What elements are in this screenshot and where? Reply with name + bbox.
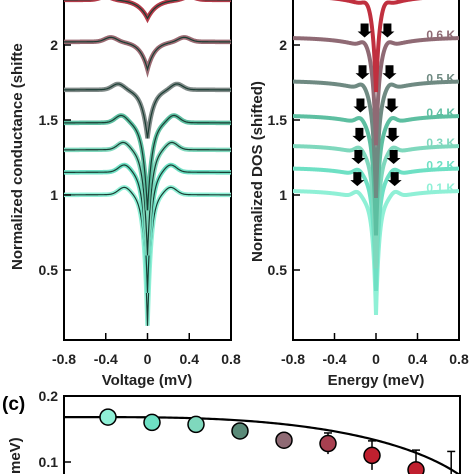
panel-c-letter: (c) [2, 394, 25, 415]
left-curves [64, 0, 231, 326]
left-fit-curve-4 [64, 83, 231, 139]
gap-point-3 [231, 422, 249, 440]
bottom-y-axis-label: meV) [7, 437, 24, 474]
gap-arrow-3-0 [353, 98, 368, 113]
right-dos-curve-3 [292, 114, 460, 236]
temp-label-1: 0.6 K [426, 28, 455, 42]
temp-label-2: 0.5 K [426, 72, 455, 86]
right-dos-curve-0 [292, 189, 460, 316]
temp-label-4: 0.3 K [426, 136, 455, 150]
left-data-curve-4 [64, 81, 231, 139]
bottom-ytick-label-1: 0.1 [39, 454, 59, 470]
gap-fit-curve [64, 416, 461, 474]
left-ytick-label-0: 0.5 [39, 262, 59, 278]
gap-arrow-4-1 [382, 65, 397, 80]
gap-point-1 [143, 413, 161, 432]
left-ytick-label-1: 1 [50, 187, 58, 203]
right-xtick-label-0: -0.8 [281, 351, 305, 367]
right-x-ticks: -0.8 -0.4 0 0.4 0.8 [281, 333, 469, 367]
bottom-plot-frame [63, 395, 461, 474]
left-x-axis-label: Voltage (mV) [102, 372, 193, 389]
left-fit-curve-1 [64, 164, 231, 293]
left-data-curve-6 [64, 0, 231, 24]
gap-point-6 [363, 446, 381, 465]
left-ytick-label-2: 1.5 [39, 112, 59, 128]
gap-arrow-1-0 [351, 149, 366, 164]
left-x-ticks: -0.8 -0.4 0 0.4 0.8 [52, 333, 241, 367]
gap-point-4 [275, 431, 293, 449]
right-dos-curve-4 [292, 79, 460, 199]
left-fit-curve-6 [64, 0, 231, 20]
right-xtick-label-4: 0.8 [449, 351, 469, 367]
gap-arrow-4-0 [355, 65, 370, 80]
left-xtick-label-1: -0.4 [94, 351, 118, 367]
left-fit-curve-2 [64, 141, 231, 256]
right-dos-curve-1 [292, 166, 460, 292]
gap-arrow-3-1 [384, 98, 399, 113]
bottom-content [64, 408, 461, 474]
gap-arrow-2-0 [352, 127, 367, 142]
bottom-ytick-label-0: 0.2 [39, 388, 59, 404]
right-y-ticks: 0.5 1 1.5 2 [268, 37, 300, 278]
left-ytick-label-3: 2 [50, 37, 58, 53]
left-fit-curve-0 [64, 186, 231, 326]
temp-label-5: 0.2 K [426, 159, 455, 173]
left-fit-curve-5 [64, 36, 231, 72]
temp-label-3: 0.4 K [426, 106, 455, 120]
right-temperature-labels: 0.7 K0.6 K0.5 K0.4 K0.3 K0.2 K0.1 K [426, 28, 455, 195]
left-y-ticks: 0.5 1 1.5 2 [39, 37, 71, 278]
left-xtick-label-4: 0.8 [221, 351, 241, 367]
right-dos-curve-2 [292, 144, 460, 269]
right-ytick-label-3: 2 [279, 37, 287, 53]
left-xtick-label-3: 0.4 [180, 351, 200, 367]
right-curves [292, 0, 460, 316]
right-gap-arrows [350, 0, 402, 187]
gap-point-0 [99, 408, 117, 426]
right-dos-curve-5 [292, 36, 460, 146]
left-fit-curve-3 [64, 114, 231, 211]
left-xtick-label-0: -0.8 [52, 351, 76, 367]
left-panel: 0.5 1 1.5 2 -0.8 -0.4 0 0.4 0.8 Voltage (mV) No… [9, 0, 241, 389]
right-xtick-label-2: 0 [372, 351, 380, 367]
bottom-y-ticks: 0.2 0.1 [39, 388, 71, 470]
temp-label-6: 0.1 K [426, 181, 455, 195]
right-xtick-label-1: -0.4 [322, 351, 346, 367]
gap-arrow-1-1 [386, 149, 401, 164]
right-ytick-label-1: 1 [279, 187, 287, 203]
right-x-axis-label: Energy (meV) [328, 372, 425, 389]
right-ytick-label-0: 0.5 [268, 262, 288, 278]
right-panel: 0.7 K0.6 K0.5 K0.4 K0.3 K0.2 K0.1 K 0.51… [249, 0, 469, 389]
right-xtick-label-3: 0.4 [408, 351, 428, 367]
left-xtick-label-2: 0 [144, 351, 152, 367]
gap-point-7 [407, 461, 425, 474]
gap-point-2 [187, 415, 205, 434]
gap-arrow-0-1 [387, 172, 402, 187]
gap-arrow-5-1 [380, 23, 395, 38]
right-ytick-label-2: 1.5 [268, 112, 288, 128]
right-dos-curve-6 [329, 0, 423, 93]
left-y-axis-label: Normalized conductance (shifte [9, 43, 26, 270]
gap-point-5 [319, 434, 337, 453]
gap-arrow-2-1 [385, 127, 400, 142]
gap-arrow-5-0 [357, 23, 372, 38]
gap-arrow-0-0 [350, 172, 365, 187]
bottom-panel: (c) 0.2 0.1 meV) [2, 388, 461, 474]
right-y-axis-label: Normalized DOS (shifted) [249, 81, 266, 262]
